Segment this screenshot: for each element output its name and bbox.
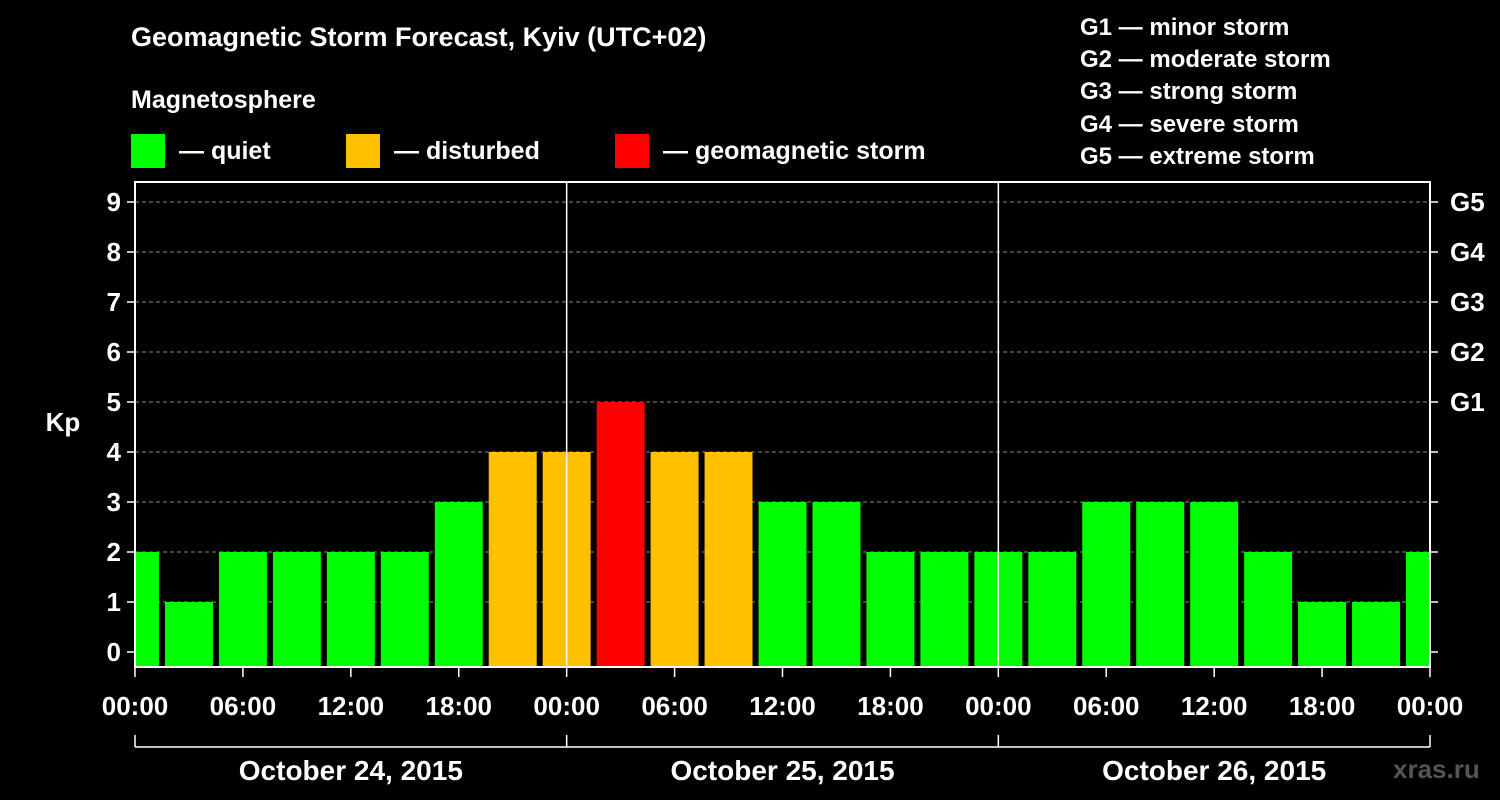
day-label: October 24, 2015	[239, 755, 463, 786]
kp-bar	[218, 552, 267, 666]
kp-bar	[596, 402, 645, 666]
legend-disturbed: — disturbed	[346, 134, 540, 168]
day-label: October 26, 2015	[1102, 755, 1326, 786]
kp-bar	[704, 452, 753, 666]
kp-bar	[164, 602, 213, 666]
day-label: October 25, 2015	[670, 755, 894, 786]
x-tick-label: 18:00	[857, 691, 924, 721]
storm-scale-g1: G1 — minor storm	[1080, 14, 1290, 41]
x-tick-label: 00:00	[965, 691, 1032, 721]
kp-bar	[1028, 552, 1077, 666]
storm-level-label: G2	[1450, 337, 1485, 367]
kp-bar	[1352, 602, 1401, 666]
y-tick-label: 2	[107, 537, 121, 567]
kp-bar	[434, 502, 483, 666]
y-tick-label: 9	[107, 187, 121, 217]
kp-bar	[866, 552, 915, 666]
y-tick-label: 7	[107, 287, 121, 317]
x-tick-label: 00:00	[533, 691, 600, 721]
x-tick-label: 00:00	[1397, 691, 1464, 721]
legend-swatch-disturbed	[346, 134, 380, 168]
kp-bar	[812, 502, 861, 666]
storm-scale-g4: G4 — severe storm	[1080, 110, 1299, 138]
legend-heading: Magnetosphere	[131, 86, 316, 114]
kp-bar	[1244, 552, 1293, 666]
x-tick-label: 06:00	[210, 691, 277, 721]
y-axis-label: Kp	[46, 407, 81, 437]
kp-bar	[1406, 552, 1429, 666]
legend-swatch-storm	[615, 134, 649, 168]
storm-scale-g2: G2 — moderate storm	[1080, 46, 1331, 74]
kp-bar	[272, 552, 321, 666]
kp-bar	[326, 552, 375, 666]
storm-scale-g5: G5 — extreme storm	[1080, 142, 1315, 170]
y-tick-label: 5	[107, 387, 121, 417]
x-tick-label: 06:00	[641, 691, 708, 721]
legend-label-disturbed: — disturbed	[394, 136, 540, 165]
kp-bar	[1082, 502, 1131, 666]
storm-level-label: G5	[1450, 187, 1485, 217]
x-tick-label: 00:00	[102, 691, 169, 721]
kp-bar	[488, 452, 537, 666]
legend-quiet: — quiet	[131, 134, 271, 168]
kp-bar	[1136, 502, 1185, 666]
storm-level-label: G1	[1450, 387, 1485, 417]
y-tick-label: 3	[107, 487, 121, 517]
storm-scale-g3: G3 — strong storm	[1080, 78, 1298, 106]
watermark: xras.ru	[1393, 754, 1480, 784]
x-tick-label: 18:00	[1289, 691, 1356, 721]
x-tick-label: 06:00	[1073, 691, 1140, 721]
y-tick-label: 1	[107, 587, 121, 617]
y-tick-label: 4	[107, 437, 122, 467]
kp-bar	[380, 552, 429, 666]
legend-label-storm: — geomagnetic storm	[663, 136, 926, 165]
x-tick-label: 12:00	[749, 691, 816, 721]
storm-level-label: G3	[1450, 287, 1485, 317]
kp-bar	[920, 552, 969, 666]
kp-bar	[136, 552, 159, 666]
legend-storm: — geomagnetic storm	[615, 134, 926, 168]
y-tick-label: 8	[107, 237, 121, 267]
kp-bar	[1298, 602, 1347, 666]
y-tick-label: 6	[107, 337, 121, 367]
x-tick-label: 12:00	[318, 691, 385, 721]
chart-title: Geomagnetic Storm Forecast, Kyiv (UTC+02…	[131, 22, 707, 52]
storm-scale-legend: G1 — minor storm G2 — moderate storm G3 …	[1080, 12, 1331, 173]
storm-level-label: G4	[1450, 237, 1485, 267]
kp-bar	[758, 502, 807, 666]
kp-bar	[1190, 502, 1239, 666]
kp-bar	[650, 452, 699, 666]
legend-label-quiet: — quiet	[179, 136, 271, 165]
legend-swatch-quiet	[131, 134, 165, 168]
x-tick-label: 18:00	[426, 691, 493, 721]
x-tick-label: 12:00	[1181, 691, 1248, 721]
y-tick-label: 0	[107, 637, 121, 667]
